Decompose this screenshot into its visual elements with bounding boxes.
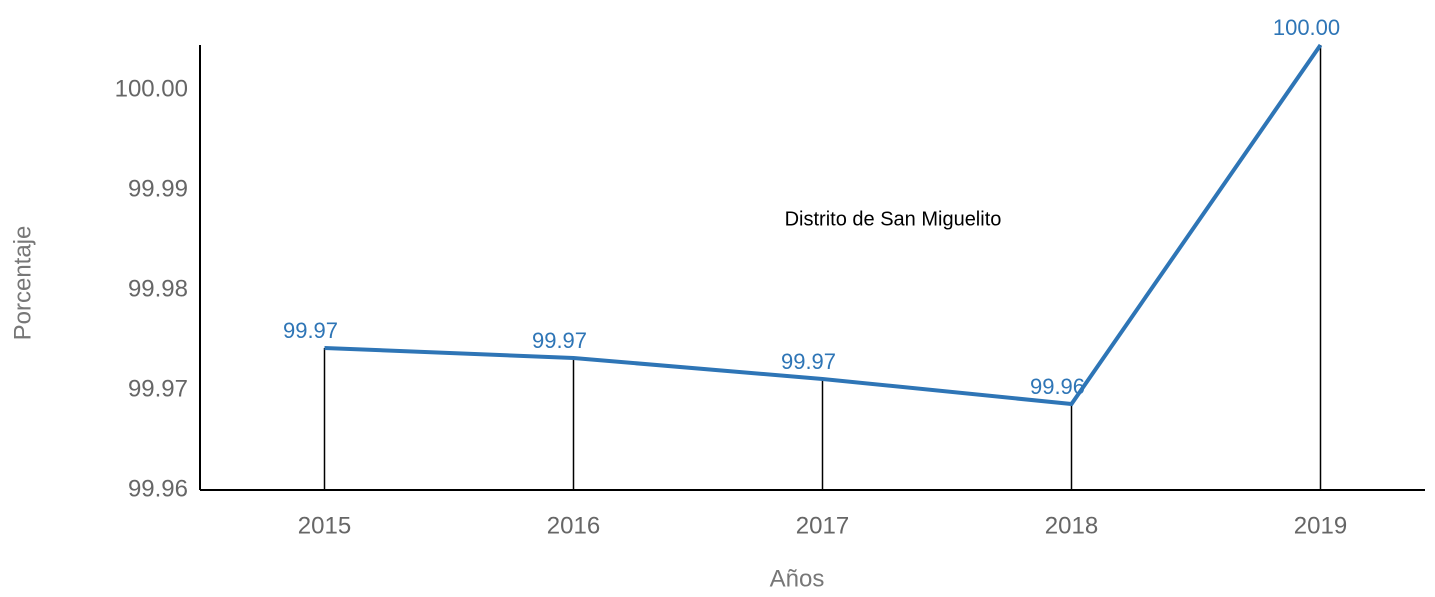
data-label: 99.97 (283, 318, 338, 343)
data-label: 99.96 (1030, 374, 1085, 399)
data-label: 99.97 (532, 328, 587, 353)
x-tick-label: 2019 (1294, 512, 1347, 539)
x-tick-label: 2018 (1045, 512, 1098, 539)
x-tick-label: 2017 (796, 512, 849, 539)
y-axis-label: Porcentaje (9, 226, 36, 341)
x-axis-label: Años (770, 565, 825, 592)
y-tick-label: 99.98 (128, 275, 188, 302)
data-label: 100.00 (1273, 15, 1340, 40)
y-tick-label: 99.96 (128, 475, 188, 502)
y-tick-label: 99.99 (128, 175, 188, 202)
data-label: 99.97 (781, 349, 836, 374)
data-line (324, 43, 1323, 407)
x-tick-label: 2015 (298, 512, 351, 539)
annotation: Distrito de San Miguelito (785, 208, 1002, 230)
y-tick-label: 100.00 (115, 75, 188, 102)
y-tick-label: 99.97 (128, 375, 188, 402)
x-tick-label: 2016 (547, 512, 600, 539)
